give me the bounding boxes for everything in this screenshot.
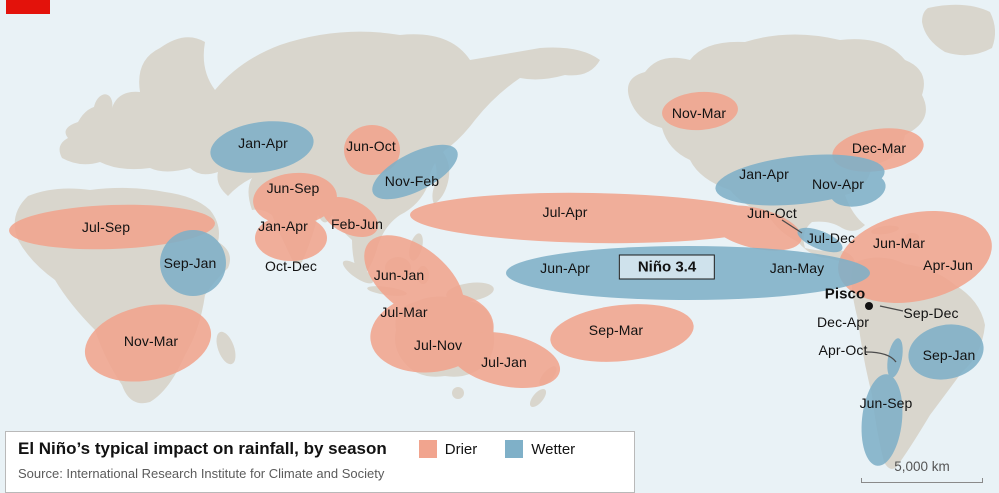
map-label: Jul-Mar xyxy=(380,304,428,320)
map-label: Jan-Apr xyxy=(238,135,288,151)
map-label: Jun-Apr xyxy=(540,260,590,276)
drier-label: Drier xyxy=(444,440,478,458)
source-note: Source: International Research Institute… xyxy=(18,466,385,481)
map-label: Jul-Jan xyxy=(481,354,527,370)
map-label: Sep-Mar xyxy=(588,322,644,338)
map-label: Jun-Sep xyxy=(266,180,320,196)
scale-bar: 5,000 km xyxy=(861,459,983,483)
map-label: Jun-Oct xyxy=(346,138,396,154)
brand-red-tab xyxy=(6,0,50,14)
map-label: Jun-Mar xyxy=(872,235,926,251)
legend-panel: El Niño’s typical impact on rainfall, by… xyxy=(5,431,635,493)
map-label: Oct-Dec xyxy=(264,258,318,274)
wetter-region-chile-coast xyxy=(887,338,903,378)
land-eurasia xyxy=(59,31,601,280)
land-nz-south xyxy=(529,388,547,408)
drier-region-india-north xyxy=(253,172,337,226)
wetter-region-se-south-america xyxy=(908,324,984,380)
land-greenland xyxy=(922,4,996,56)
legend-item-wetter: Wetter xyxy=(505,440,575,458)
nino-34-box: Niño 3.4 xyxy=(618,254,716,280)
wetter-region-central-america xyxy=(797,227,843,253)
map-label: Sep-Jan xyxy=(163,255,217,271)
wetter-region-southern-cone xyxy=(861,374,903,466)
drier-region-pacific-band-east xyxy=(708,205,802,251)
map-label: Jul-Nov xyxy=(413,337,463,353)
drier-swatch xyxy=(418,440,437,458)
map-label: Sep-Jan xyxy=(922,347,976,363)
land-madagascar xyxy=(216,331,236,365)
drier-region-tasman xyxy=(449,332,561,388)
map-label: Jun-Sep xyxy=(859,395,913,411)
land-tasmania xyxy=(452,387,464,399)
drier-region-sw-pacific xyxy=(550,304,694,362)
drier-region-northern-south-america xyxy=(838,211,992,303)
map-label: Jul-Apr xyxy=(542,204,588,220)
wetter-swatch xyxy=(505,440,524,458)
map-label: Nov-Mar xyxy=(671,105,727,121)
drier-region-southern-africa xyxy=(84,304,212,382)
jun-oct-pointer-line xyxy=(781,219,803,234)
map-label: Dec-Mar xyxy=(851,140,907,156)
drier-region-sahel xyxy=(9,204,215,250)
map-label: Jul-Sep xyxy=(81,219,131,235)
map-label: Sep-Dec xyxy=(903,305,959,321)
wetter-region-gulf xyxy=(830,173,886,207)
apr-oct-pointer-line xyxy=(865,351,897,363)
map-label: Apr-Jun xyxy=(923,257,973,273)
map-label: Nov-Feb xyxy=(384,173,440,189)
map-label: Nov-Mar xyxy=(123,333,179,349)
map-label: Jan-Apr xyxy=(739,166,789,182)
drier-region-nw-america xyxy=(662,91,738,131)
map-label: Jan-Apr xyxy=(258,218,308,234)
land-north-america xyxy=(627,34,926,262)
map-label: Dec-Apr xyxy=(816,314,870,330)
map-label: Nov-Apr xyxy=(811,176,865,192)
legend-title: El Niño’s typical impact on rainfall, by… xyxy=(18,439,387,458)
drier-region-east-asia xyxy=(344,125,400,175)
map-label: Feb-Jun xyxy=(330,216,384,232)
drier-region-india-south xyxy=(255,215,327,261)
scale-bar-label: 5,000 km xyxy=(894,459,950,474)
wetter-region-japan xyxy=(372,144,458,200)
map-label: Apr-Oct xyxy=(818,342,868,358)
wetter-region-central-asia xyxy=(210,121,314,173)
sep-dec-pointer-line xyxy=(879,305,904,312)
annotations xyxy=(781,219,904,363)
land-britain xyxy=(93,94,113,122)
map-label: Pisco xyxy=(824,285,866,303)
wetter-region-east-africa xyxy=(160,230,226,296)
wetter-label: Wetter xyxy=(531,440,576,458)
map-label: Jun-Jan xyxy=(373,267,425,283)
map-label: Jan-May xyxy=(769,260,825,276)
pisco-dot xyxy=(865,302,873,310)
drier-region-se-asia xyxy=(321,197,379,237)
legend-items: Drier Wetter xyxy=(418,440,575,458)
map-label: Jul-Dec xyxy=(806,230,856,246)
legend-item-drier: Drier xyxy=(418,440,478,458)
map-label: Jun-Oct xyxy=(747,205,797,221)
drier-region-north-pacific-band xyxy=(410,192,774,244)
scale-bar-line xyxy=(861,478,983,483)
land-sumatra xyxy=(342,260,374,284)
